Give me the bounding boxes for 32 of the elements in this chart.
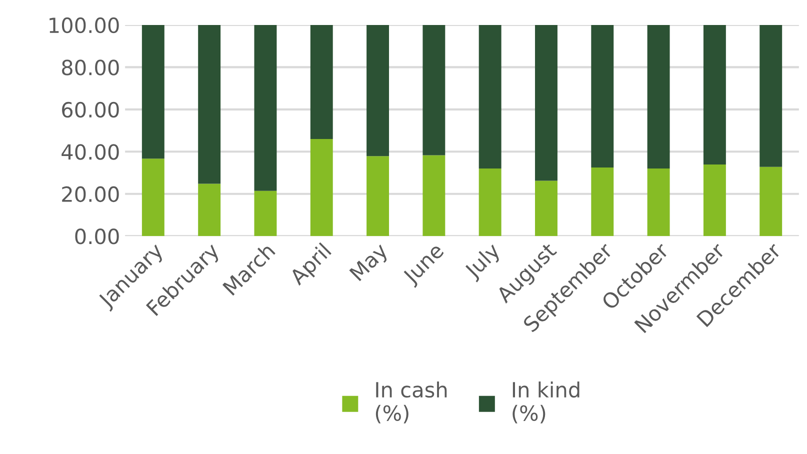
bar (647, 24, 670, 169)
bar (535, 180, 558, 236)
bar (760, 24, 782, 167)
bar (254, 190, 277, 236)
bar (703, 24, 726, 165)
bar (422, 155, 446, 236)
bar (422, 24, 446, 156)
bar (703, 164, 726, 236)
bar (591, 167, 614, 236)
y-tick-label: 0.00 (75, 228, 119, 244)
bar (760, 166, 782, 236)
y-tick-label: 60.00 (62, 102, 119, 118)
bar (142, 158, 164, 236)
bar (198, 24, 221, 184)
bar (478, 24, 502, 169)
y-tick-label: 20.00 (62, 186, 119, 202)
bar (310, 138, 333, 236)
bar (535, 24, 558, 181)
bar (366, 156, 390, 236)
y-tick-label: 80.00 (62, 60, 119, 76)
y-tick-label: 40.00 (62, 144, 119, 160)
legend-label: In kind (%) (512, 381, 580, 424)
bar (142, 24, 164, 159)
bar (478, 168, 502, 236)
bar (366, 24, 390, 156)
bar (310, 24, 333, 139)
y-tick-label: 100.00 (50, 17, 119, 34)
bar (198, 184, 221, 236)
bar (254, 24, 277, 191)
bar (647, 168, 670, 236)
bar (591, 24, 614, 168)
legend-label: In cash (%) (376, 381, 447, 424)
